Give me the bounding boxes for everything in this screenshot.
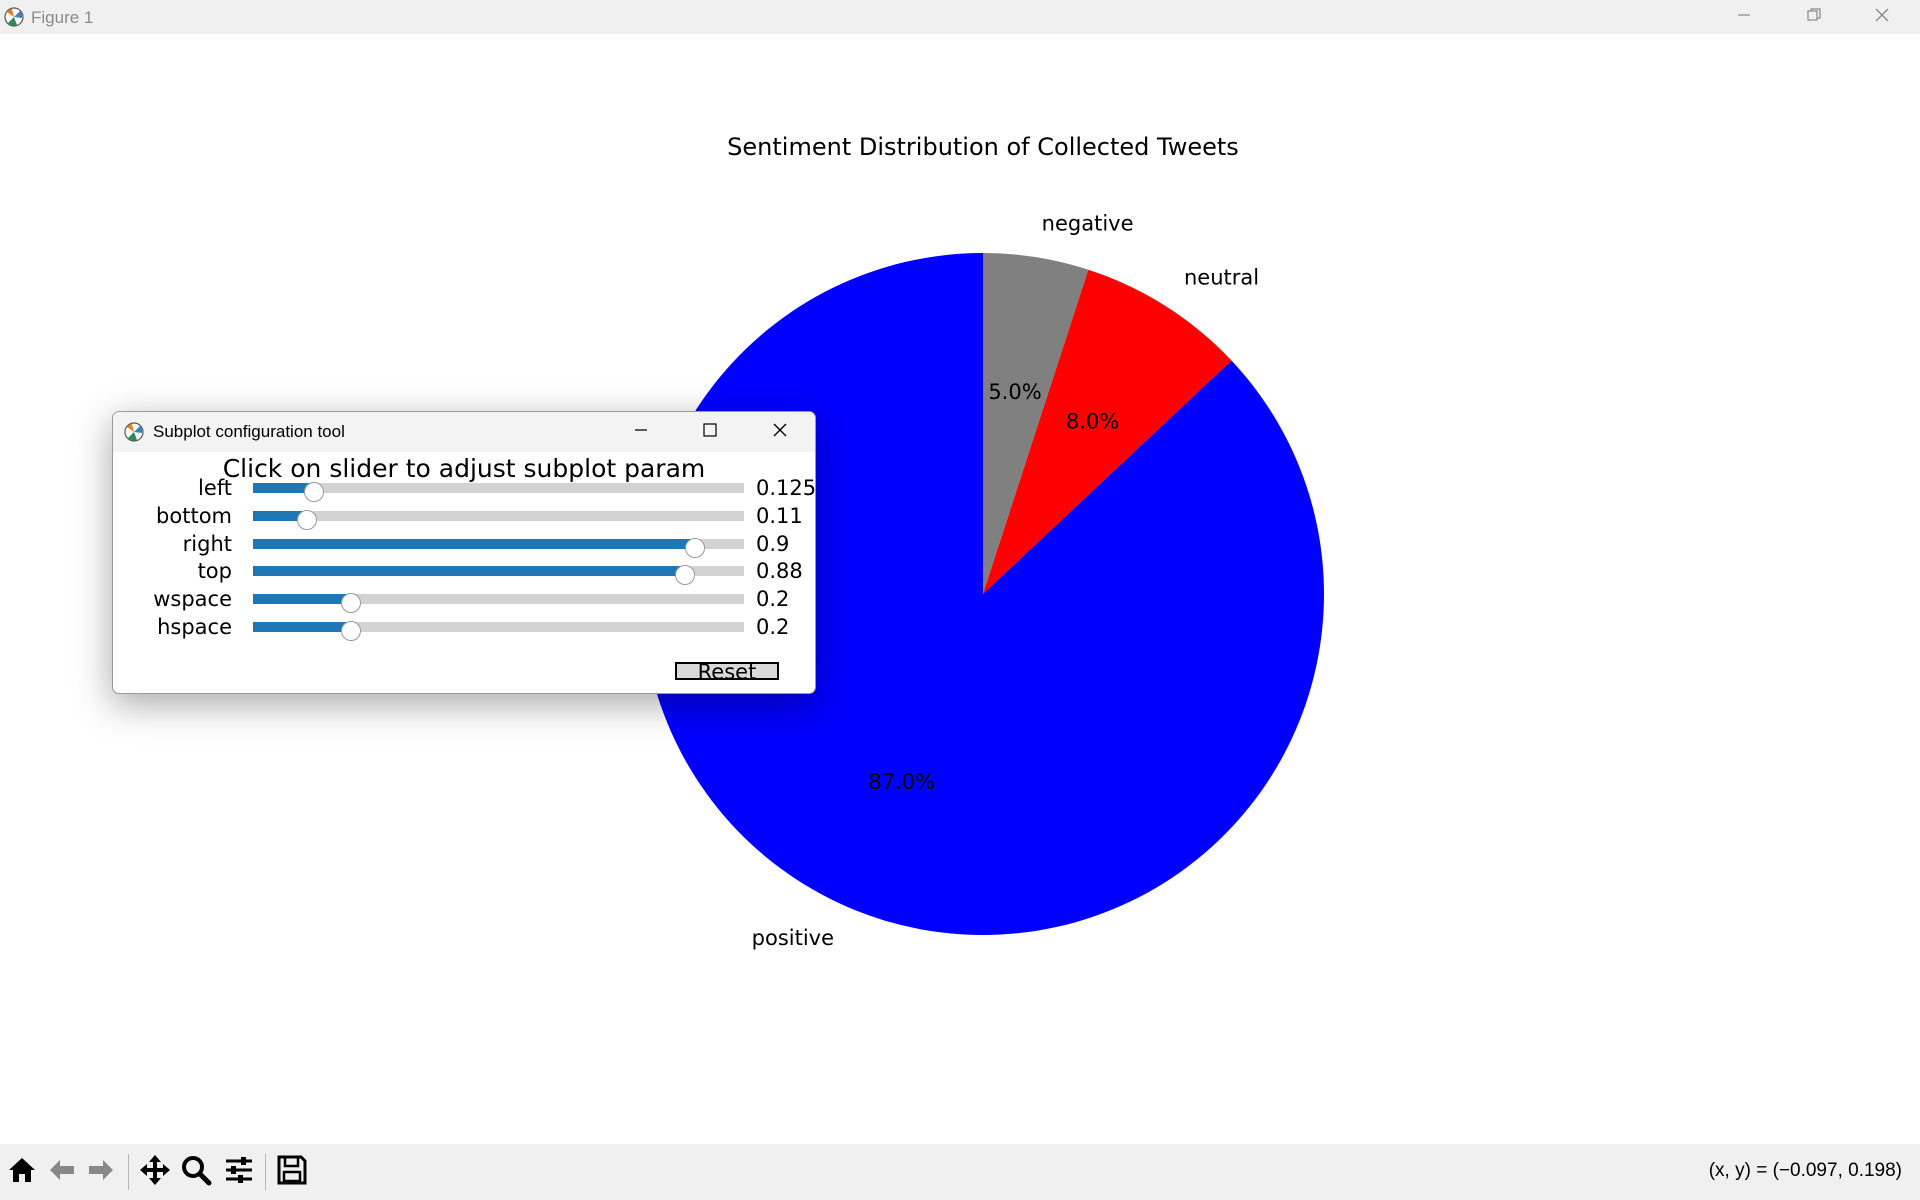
slider-row-left: left 0.125 (113, 474, 815, 502)
forward-icon (85, 1154, 117, 1190)
window-titlebar: Figure 1 (0, 0, 1920, 34)
slider-value: 0.2 (756, 615, 790, 639)
reset-button[interactable]: Reset (675, 662, 779, 683)
slider-value: 0.9 (756, 532, 790, 556)
dialog-titlebar[interactable]: Subplot configuration tool (113, 412, 815, 452)
slider-bottom[interactable] (253, 510, 744, 530)
slider-value: 0.11 (756, 504, 803, 528)
slider-handle[interactable] (341, 621, 362, 641)
minimize-button[interactable] (1712, 0, 1776, 34)
slider-fill (253, 566, 686, 576)
save-button[interactable] (274, 1154, 310, 1190)
close-icon (772, 422, 788, 442)
slider-label: top (197, 559, 232, 583)
configure-subplots-icon (223, 1154, 255, 1190)
slider-value: 0.2 (756, 587, 790, 611)
home-button[interactable] (4, 1154, 40, 1190)
save-icon (276, 1154, 308, 1190)
slice-pct-neutral: 8.0% (1066, 409, 1119, 433)
slider-row-right: right 0.9 (113, 530, 815, 558)
forward-button[interactable] (83, 1154, 119, 1190)
slice-label-neutral: neutral (1184, 265, 1259, 289)
close-button[interactable] (1850, 0, 1914, 34)
slider-label: hspace (157, 615, 232, 639)
chart-title: Sentiment Distribution of Collected Twee… (727, 133, 1239, 161)
slider-row-top: top 0.88 (113, 557, 815, 585)
slider-row-wspace: wspace 0.2 (113, 585, 815, 613)
slider-handle[interactable] (675, 565, 696, 585)
window-title: Figure 1 (31, 8, 94, 27)
navigation-toolbar: (x, y) = (−0.097, 0.198) (0, 1144, 1920, 1200)
slider-right[interactable] (253, 538, 744, 558)
slider-value: 0.88 (756, 559, 803, 583)
matplotlib-logo-icon (4, 7, 24, 27)
pie-slice-neutral (983, 269, 1232, 594)
slider-handle[interactable] (304, 482, 325, 502)
subplot-config-dialog[interactable]: Subplot configuration tool Click on slid… (112, 411, 816, 694)
slider-handle[interactable] (684, 538, 705, 558)
matplotlib-logo-icon (124, 422, 144, 442)
zoom-button[interactable] (178, 1154, 214, 1190)
dialog-close-button[interactable] (750, 412, 810, 452)
zoom-icon (180, 1154, 212, 1190)
back-icon (46, 1154, 78, 1190)
slider-label: right (182, 532, 232, 556)
dialog-title: Subplot configuration tool (153, 422, 345, 441)
restore-button[interactable] (1782, 0, 1846, 34)
close-icon (1874, 7, 1890, 27)
slider-handle[interactable] (341, 593, 362, 613)
slider-label: wspace (153, 587, 232, 611)
cursor-coordinates: (x, y) = (−0.097, 0.198) (1708, 1160, 1902, 1181)
maximize-icon (702, 422, 718, 442)
slice-pct-negative: 5.0% (988, 380, 1041, 404)
slider-label: left (197, 476, 232, 500)
toolbar-separator (128, 1154, 129, 1190)
slice-label-negative: negative (1042, 212, 1134, 236)
slider-fill (253, 511, 307, 521)
slider-left[interactable] (253, 482, 744, 502)
slider-fill (253, 594, 352, 604)
slider-wspace[interactable] (253, 593, 744, 613)
back-button[interactable] (44, 1154, 80, 1190)
dialog-minimize-button[interactable] (611, 412, 671, 452)
dialog-maximize-button[interactable] (680, 412, 740, 452)
slider-row-bottom: bottom 0.11 (113, 502, 815, 530)
restore-icon (1806, 7, 1822, 27)
home-icon (6, 1154, 38, 1190)
slider-fill (253, 622, 352, 632)
minimize-icon (1736, 7, 1752, 27)
dialog-heading: Click on slider to adjust subplot param (222, 454, 706, 483)
slider-handle[interactable] (297, 510, 317, 530)
slice-label-positive: positive (752, 926, 834, 950)
toolbar-separator (265, 1154, 266, 1190)
slider-fill (253, 539, 695, 549)
pie-slice-negative (983, 253, 1089, 594)
configure-subplots-button[interactable] (221, 1154, 257, 1190)
slider-value: 0.125 (756, 476, 816, 500)
slider-row-hspace: hspace 0.2 (113, 613, 815, 641)
slider-fill (253, 483, 315, 493)
slider-hspace[interactable] (253, 621, 744, 641)
pan-button[interactable] (137, 1154, 173, 1190)
slice-pct-positive: 87.0% (868, 770, 935, 794)
slider-label: bottom (156, 504, 232, 528)
pan-icon (139, 1154, 171, 1190)
slider-top[interactable] (253, 565, 744, 585)
minimize-icon (633, 422, 649, 442)
